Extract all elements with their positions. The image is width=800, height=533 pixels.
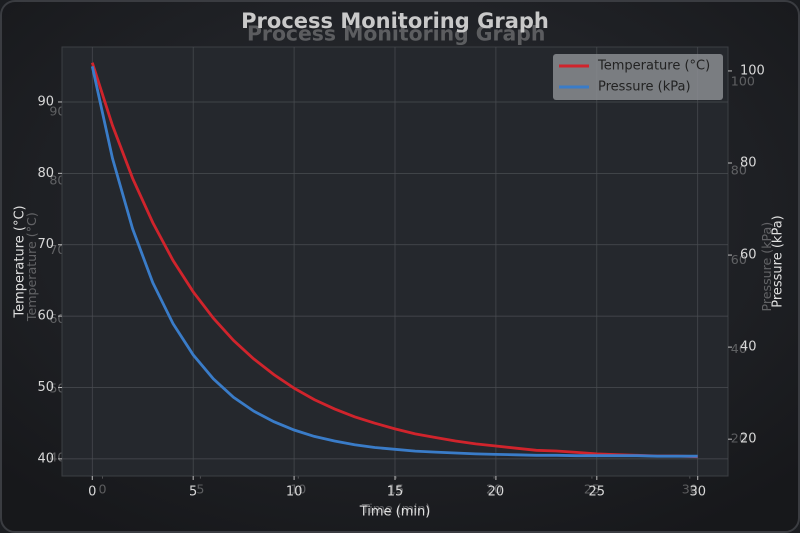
y2-tick-label: 100 bbox=[740, 63, 765, 78]
y-tick-label: 50 bbox=[37, 380, 54, 395]
x-tick-label: 0 bbox=[98, 482, 106, 497]
x-tick-label: 20 bbox=[488, 485, 505, 500]
y2-tick-label: 20 bbox=[731, 431, 747, 446]
y-tick-label: 40 bbox=[49, 450, 65, 465]
y-tick-label: 70 bbox=[37, 237, 54, 252]
y2-tick-label: 80 bbox=[731, 163, 747, 178]
x-tick-label: 25 bbox=[589, 485, 606, 500]
x-tick-label: 10 bbox=[290, 482, 306, 497]
x-tick-label: 10 bbox=[286, 485, 303, 500]
x-tick-label: 25 bbox=[584, 482, 600, 497]
y2-tick-label: 20 bbox=[740, 432, 757, 447]
y-tick-label: 60 bbox=[49, 311, 65, 326]
y-axis-label: Temperature (°C) bbox=[13, 205, 28, 318]
x-tick-label: 30 bbox=[682, 482, 698, 497]
y-tick-label: 90 bbox=[49, 103, 65, 118]
x-tick-label: 15 bbox=[387, 485, 404, 500]
y-tick-label: 80 bbox=[49, 173, 65, 188]
y2-tick-label: 40 bbox=[740, 340, 757, 355]
chart-title: Process Monitoring Graph bbox=[247, 21, 545, 45]
y2-tick-label: 60 bbox=[731, 252, 747, 267]
x-tick-label: 5 bbox=[196, 482, 204, 497]
x-axis-label: Time (min) bbox=[359, 505, 431, 520]
x-axis-label: Time (min) bbox=[361, 501, 430, 516]
y2-tick-label: 40 bbox=[731, 341, 747, 356]
y-tick-label: 40 bbox=[37, 451, 54, 466]
y-tick-label: 80 bbox=[37, 166, 54, 181]
y-tick-label: 60 bbox=[37, 309, 54, 324]
y-axis-label: Temperature (°C) bbox=[24, 212, 39, 322]
y2-tick-label: 100 bbox=[731, 73, 755, 88]
chart-title: Process Monitoring Graph bbox=[241, 9, 549, 33]
y2-axis-label: Pressure (kPa) bbox=[759, 222, 774, 312]
data-line bbox=[90, 62, 698, 459]
x-tick-label: 0 bbox=[88, 485, 96, 500]
x-tick-label: 30 bbox=[689, 485, 706, 500]
legend-label: Temperature (°C) bbox=[597, 59, 710, 74]
legend-label: Pressure (kPa) bbox=[598, 80, 691, 95]
main-chart: 0 5 10 15 20 25 3040506070809020406080100Proce… bbox=[13, 9, 786, 520]
x-tick-label: 15 bbox=[388, 482, 404, 497]
legend-box bbox=[553, 54, 723, 100]
x-tick-label: 20 bbox=[486, 482, 502, 497]
y2-tick-label: 80 bbox=[740, 155, 757, 170]
y-tick-label: 50 bbox=[49, 380, 65, 395]
y-tick-label: 90 bbox=[37, 94, 54, 109]
y-tick-label: 70 bbox=[49, 242, 65, 257]
y2-tick-label: 60 bbox=[740, 248, 757, 263]
y2-axis-label: Pressure (kPa) bbox=[771, 215, 786, 308]
x-tick-label: 5 bbox=[189, 485, 197, 500]
data-line bbox=[90, 66, 698, 458]
